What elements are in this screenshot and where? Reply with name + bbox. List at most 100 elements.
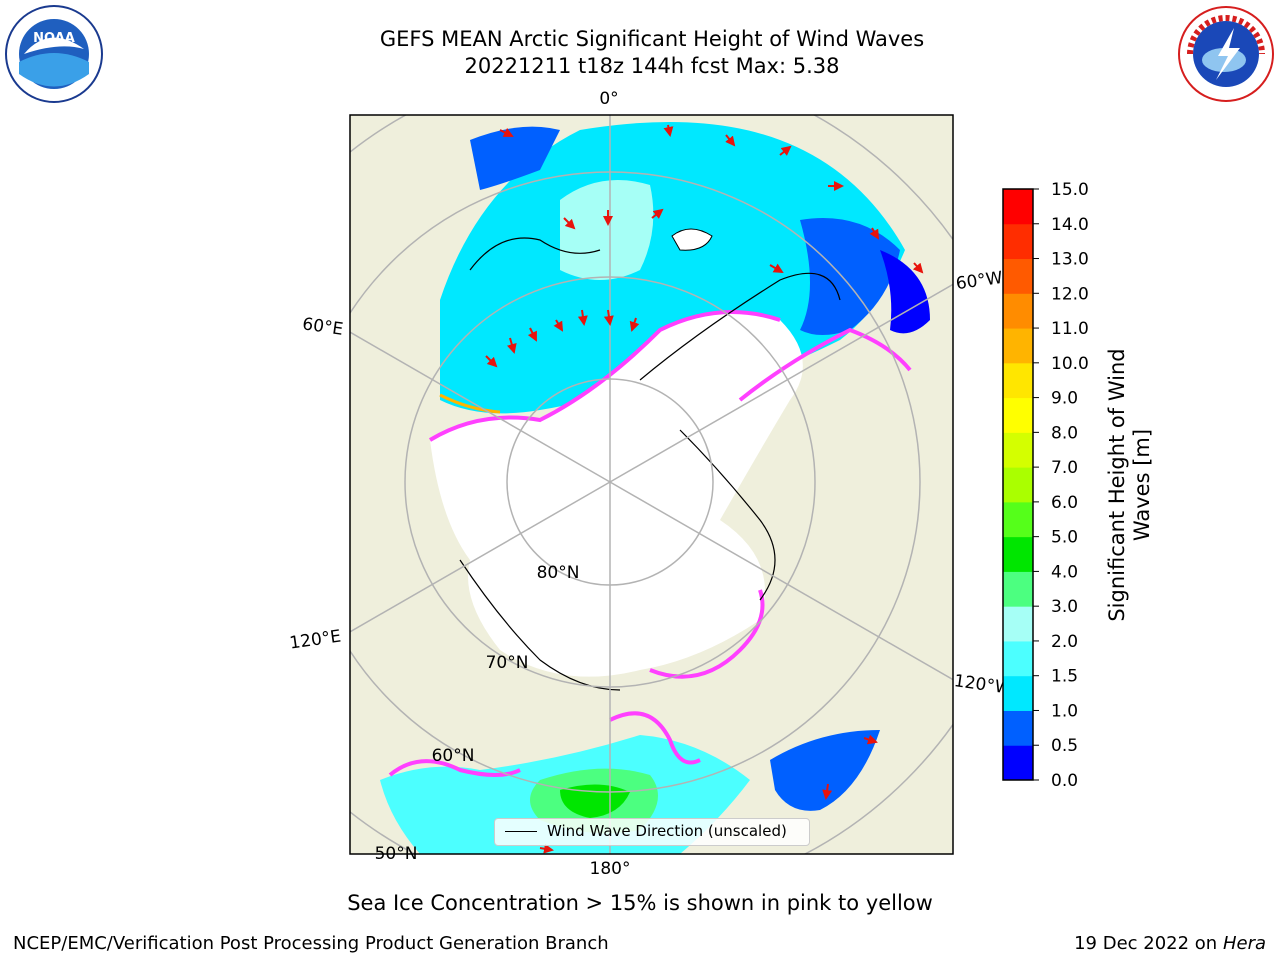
wave-field-pacific-max [560,784,630,818]
colorbar-segment [1003,293,1033,329]
wave-field-greenland-sea [800,218,900,335]
colorbar-tick-label: 11.0 [1051,319,1089,339]
direction-arrow [485,355,498,368]
colorbar-tick-label: 1.0 [1051,701,1078,721]
colorbar-tick-label: 9.0 [1051,389,1078,409]
direction-arrow [629,317,640,332]
direction-arrow [603,309,614,326]
map-subtitle: 20221211 t18z 144h fcst Max: 5.38 [464,54,840,78]
colorbar-tick-label: 4.0 [1051,562,1078,582]
direction-arrow [863,734,878,745]
label-lon-0: 0° [599,89,618,109]
meridian-120w [609,481,953,681]
svg-text:NOAA: NOAA [33,31,75,46]
direction-arrow [869,227,880,240]
direction-arrow [912,262,924,274]
legend-label: Wind Wave Direction (unscaled) [547,822,787,840]
label-lon-180: 180° [590,859,631,879]
label-lon-60w: 60°W [955,268,1004,294]
colorbar-tick-label: 0.0 [1051,771,1078,791]
direction-arrow [539,843,554,854]
colorbar-tick-label: 13.0 [1051,250,1089,270]
label-lat-60: 60°N [432,746,475,766]
colorbar-segment [1003,640,1033,677]
colorbar-tick-label: 10.0 [1051,354,1089,374]
legend: Wind Wave Direction (unscaled) [494,818,810,846]
colorbar-segment [1003,432,1033,468]
colorbar-segment [1003,223,1033,260]
colorbar-tick-label: 15.0 [1051,180,1089,200]
colorbar-frame [1002,188,1034,781]
colorbar-segment [1003,328,1033,364]
map-title: GEFS MEAN Arctic Significant Height of W… [379,27,925,51]
direction-arrow [553,319,564,332]
label-lat-70: 70°N [486,653,529,673]
colorbar-segment [1003,189,1033,225]
colorbar-tick-label: 7.0 [1051,458,1078,478]
ice-edge-bering-north [609,711,701,765]
sea-ice-caption: Sea Ice Concentration > 15% is shown in … [347,891,933,915]
direction-arrow [769,263,784,274]
footer-date: 19 Dec 2022 on Hera [1074,933,1266,954]
label-lon-60e: 60°E [301,314,344,339]
wave-field-barents [560,180,654,280]
wave-field-gulf-alaska [770,730,880,811]
colorbar-segment [1003,258,1033,294]
ice-edge-kara [439,393,501,414]
meridian-60w [609,283,953,483]
meridian-120e [350,481,611,633]
colorbar-segment [1003,501,1033,538]
footer-branch: NCEP/EMC/Verification Post Processing Pr… [13,933,609,954]
direction-arrow [663,124,674,137]
colorbar-segment [1003,675,1033,711]
colorbar-tick-label: 2.0 [1051,632,1078,652]
colorbar-segment [1003,745,1033,781]
colorbar-segment [1003,536,1033,572]
wave-field-white-sea [470,126,560,190]
colorbar-segment [1003,571,1033,607]
colorbar-tick-label: 1.5 [1051,667,1078,687]
map-frame [349,114,954,855]
wave-field-labrador [880,250,930,334]
island-bear [671,228,713,251]
colorbar-segment [1003,606,1033,642]
colorbar-segment [1003,467,1033,503]
colorbar-title: Significant Height of Wind Waves [m] [1105,348,1154,622]
nws-logo [1178,6,1274,102]
direction-arrow [725,134,736,147]
colorbar-tick-label: 0.5 [1051,736,1078,756]
direction-arrow [506,337,517,354]
colorbar: 0.0 0.5 1.0 1.5 2.0 3.0 4.0 5.0 6.0 7.0 8.0 9.0 10.0… [1002,180,1089,791]
colorbar-segment [1003,362,1033,399]
colorbar-tick-label: 8.0 [1051,423,1078,443]
footer-machine: Hera [1222,933,1266,954]
direction-arrow [651,208,664,219]
colorbar-tick-label: 14.0 [1051,215,1089,235]
colorbar-segment [1003,710,1033,746]
colorbar-tick-label: 5.0 [1051,528,1078,548]
wave-direction-arrows [485,124,924,854]
sea-ice [430,312,803,677]
meridian-60e [350,331,611,483]
coastline-greenland [639,272,841,381]
label-lat-80: 80°N [537,563,580,583]
graticule [350,115,953,854]
label-lon-120e: 120°E [288,627,342,654]
direction-arrow [779,145,792,156]
colorbar-tick-label: 6.0 [1051,493,1078,513]
noaa-logo: NOAA [5,5,103,103]
colorbar-segment [1003,397,1033,433]
colorbar-tick-label: 3.0 [1051,597,1078,617]
ice-edge-baffin [738,327,912,402]
map-area [350,115,953,854]
direction-arrow [563,217,576,230]
direction-arrow [499,127,514,137]
direction-arrow [822,783,833,800]
coastline-canada [679,429,776,601]
direction-arrow [577,309,588,326]
legend-line-swatch [505,831,537,832]
footer-date-text: 19 Dec 2022 on [1074,933,1218,954]
coastline-scandinavia [469,237,601,271]
direction-arrow [527,327,537,342]
